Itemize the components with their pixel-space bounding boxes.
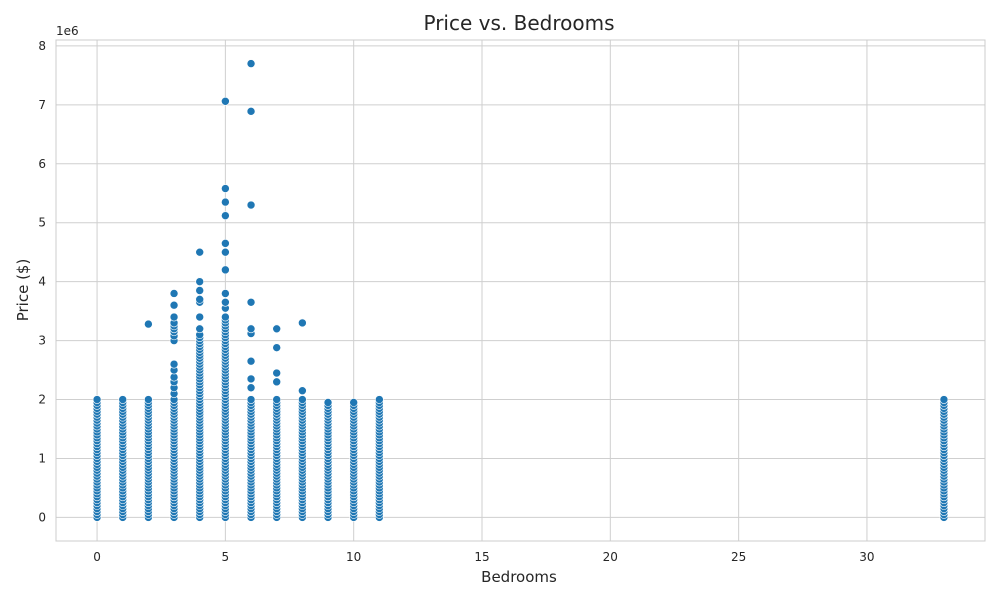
data-point bbox=[195, 277, 205, 286]
data-point bbox=[169, 312, 179, 322]
x-axis-label: Bedrooms bbox=[481, 568, 557, 586]
y-tick-labels: 0 1 2 3 4 5 6 7 8 bbox=[38, 39, 46, 525]
data-point bbox=[246, 107, 256, 116]
data-point bbox=[221, 197, 230, 207]
y-tick-label: 7 bbox=[38, 98, 46, 112]
x-tick-label: 0 bbox=[93, 550, 101, 564]
data-point bbox=[195, 247, 205, 257]
data-point bbox=[221, 239, 230, 248]
y-axis-offset-label: 1e6 bbox=[56, 24, 79, 38]
data-point bbox=[272, 368, 282, 378]
data-point bbox=[246, 374, 256, 384]
data-point bbox=[272, 395, 282, 404]
y-tick-label: 4 bbox=[38, 275, 46, 289]
data-point bbox=[144, 319, 153, 329]
y-tick-label: 1 bbox=[38, 451, 46, 465]
x-tick-label: 5 bbox=[222, 550, 230, 564]
x-tick-label: 30 bbox=[859, 550, 874, 564]
data-point bbox=[221, 265, 230, 275]
data-point bbox=[221, 297, 230, 307]
y-tick-label: 0 bbox=[38, 510, 46, 524]
data-point bbox=[221, 96, 230, 106]
y-tick-label: 6 bbox=[38, 157, 46, 171]
data-point bbox=[298, 318, 307, 328]
chart-title: Price vs. Bedrooms bbox=[424, 11, 615, 35]
data-point bbox=[92, 395, 102, 404]
data-points bbox=[92, 59, 949, 522]
grid-lines bbox=[56, 40, 985, 541]
data-point bbox=[221, 247, 230, 257]
data-point bbox=[221, 289, 230, 298]
x-tick-labels: 0 5 10 15 20 25 30 bbox=[93, 550, 874, 564]
y-tick-label: 5 bbox=[38, 216, 46, 230]
data-point bbox=[195, 312, 205, 322]
data-point bbox=[144, 395, 153, 404]
data-point bbox=[349, 398, 358, 407]
data-point bbox=[169, 300, 179, 310]
data-point bbox=[298, 386, 307, 396]
data-point bbox=[195, 286, 205, 295]
data-point bbox=[272, 377, 282, 387]
x-tick-label: 25 bbox=[731, 550, 746, 564]
data-point bbox=[246, 200, 256, 210]
y-tick-label: 3 bbox=[38, 334, 46, 348]
data-point bbox=[221, 312, 230, 322]
data-point bbox=[246, 324, 256, 334]
data-point bbox=[246, 356, 256, 366]
data-point bbox=[221, 184, 230, 193]
data-point bbox=[169, 359, 179, 369]
x-tick-label: 20 bbox=[603, 550, 618, 564]
data-point bbox=[375, 395, 384, 404]
data-point bbox=[221, 211, 230, 220]
x-tick-label: 10 bbox=[346, 550, 361, 564]
data-point bbox=[272, 343, 282, 352]
data-point bbox=[195, 295, 205, 304]
plot-frame bbox=[55, 39, 986, 542]
data-point bbox=[246, 297, 256, 307]
y-tick-label: 2 bbox=[38, 393, 46, 407]
data-point bbox=[169, 289, 179, 298]
data-point bbox=[939, 395, 949, 404]
data-point bbox=[195, 324, 205, 334]
data-point bbox=[118, 395, 128, 404]
y-axis-label: Price ($) bbox=[14, 259, 32, 322]
y-tick-label: 8 bbox=[38, 39, 46, 53]
x-tick-label: 15 bbox=[474, 550, 489, 564]
data-point bbox=[272, 324, 282, 334]
data-point bbox=[298, 395, 307, 404]
data-point bbox=[246, 395, 256, 404]
data-point bbox=[246, 383, 256, 393]
data-point bbox=[323, 398, 333, 407]
data-point bbox=[246, 59, 256, 68]
